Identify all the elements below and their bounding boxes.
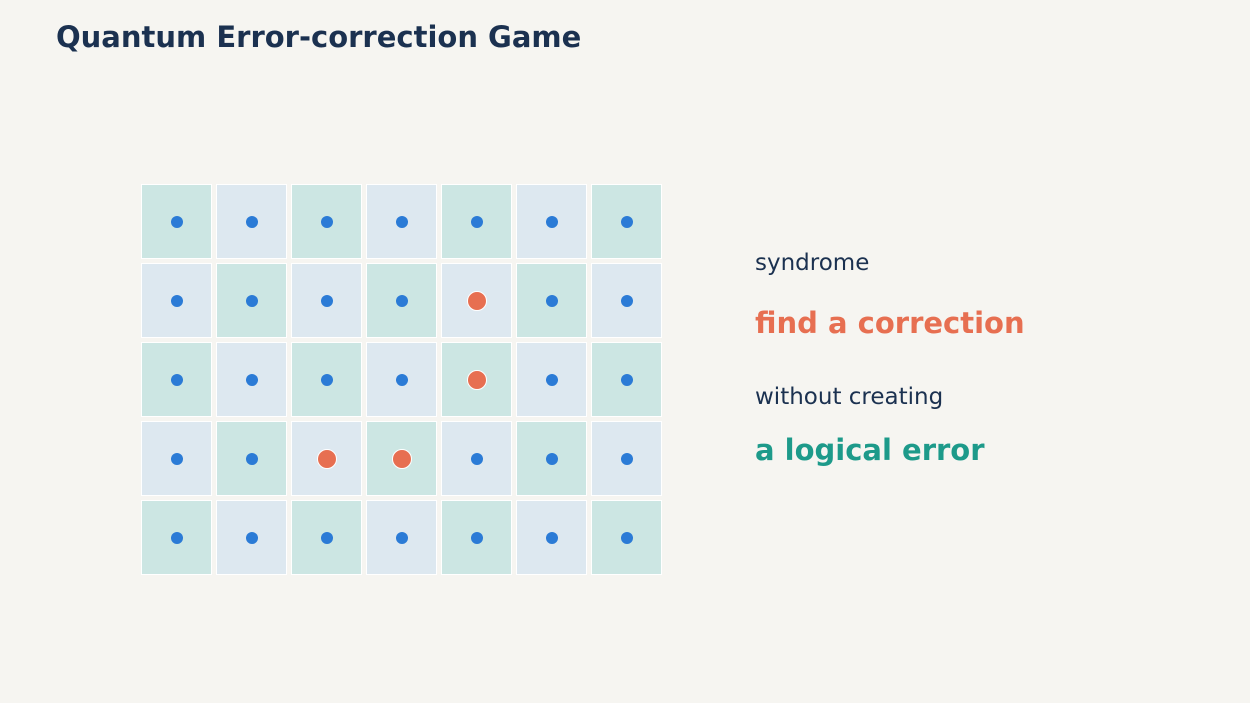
qubit-marker xyxy=(170,215,183,228)
syndrome-label: syndrome xyxy=(755,250,870,276)
grid-cell[interactable] xyxy=(441,263,512,338)
qubit-marker xyxy=(470,531,483,544)
qubit-marker xyxy=(320,373,333,386)
qubit-marker xyxy=(170,531,183,544)
grid-cell[interactable] xyxy=(591,342,662,417)
grid-cell[interactable] xyxy=(441,342,512,417)
qubit-marker xyxy=(545,373,558,386)
qubit-marker xyxy=(545,452,558,465)
qubit-marker xyxy=(320,531,333,544)
grid-cell[interactable] xyxy=(441,500,512,575)
find-correction-label: find a correction xyxy=(755,306,1025,340)
qubit-marker xyxy=(620,373,633,386)
page-title: Quantum Error-correction Game xyxy=(56,20,582,54)
qubit-marker xyxy=(545,294,558,307)
grid-cell[interactable] xyxy=(291,184,362,259)
grid-cell[interactable] xyxy=(216,342,287,417)
grid-cell[interactable] xyxy=(366,263,437,338)
grid-cell[interactable] xyxy=(516,263,587,338)
qubit-marker xyxy=(395,215,408,228)
qubit-marker xyxy=(620,294,633,307)
grid-cell[interactable] xyxy=(141,500,212,575)
grid-cell[interactable] xyxy=(366,342,437,417)
qubit-marker xyxy=(170,294,183,307)
qubit-marker xyxy=(320,215,333,228)
grid-cell[interactable] xyxy=(141,184,212,259)
qubit-marker xyxy=(470,215,483,228)
qubit-marker xyxy=(320,294,333,307)
error-qubit-marker xyxy=(391,448,412,469)
grid-cell[interactable] xyxy=(216,500,287,575)
qubit-marker xyxy=(545,215,558,228)
grid-cell[interactable] xyxy=(291,421,362,496)
grid-cell[interactable] xyxy=(441,184,512,259)
grid-cell[interactable] xyxy=(366,184,437,259)
without-creating-label: without creating xyxy=(755,384,944,410)
grid-cell[interactable] xyxy=(141,342,212,417)
qubit-marker xyxy=(395,294,408,307)
grid-cell[interactable] xyxy=(216,184,287,259)
qubit-marker xyxy=(245,452,258,465)
qubit-marker xyxy=(170,373,183,386)
grid-cell[interactable] xyxy=(516,184,587,259)
qubit-marker xyxy=(245,373,258,386)
error-qubit-marker xyxy=(466,369,487,390)
grid-cell[interactable] xyxy=(141,263,212,338)
grid-cell[interactable] xyxy=(366,421,437,496)
grid-cell[interactable] xyxy=(516,421,587,496)
qubit-marker xyxy=(620,215,633,228)
qubit-marker xyxy=(245,531,258,544)
grid-cell[interactable] xyxy=(516,500,587,575)
qubit-marker xyxy=(470,452,483,465)
qubit-marker xyxy=(395,373,408,386)
grid-cell[interactable] xyxy=(441,421,512,496)
qubit-marker xyxy=(245,215,258,228)
grid-cell[interactable] xyxy=(141,421,212,496)
grid-cell[interactable] xyxy=(216,263,287,338)
logical-error-label: a logical error xyxy=(755,433,985,467)
grid-cell[interactable] xyxy=(591,184,662,259)
grid-cell[interactable] xyxy=(591,421,662,496)
grid-cell[interactable] xyxy=(516,342,587,417)
game-board xyxy=(141,184,662,575)
grid-cell[interactable] xyxy=(291,263,362,338)
error-qubit-marker xyxy=(316,448,337,469)
grid-cell[interactable] xyxy=(291,500,362,575)
qubit-marker xyxy=(170,452,183,465)
qubit-marker xyxy=(395,531,408,544)
grid-cell[interactable] xyxy=(366,500,437,575)
error-qubit-marker xyxy=(466,290,487,311)
grid-cell[interactable] xyxy=(591,500,662,575)
qubit-marker xyxy=(545,531,558,544)
grid-cell[interactable] xyxy=(216,421,287,496)
grid-cell[interactable] xyxy=(291,342,362,417)
qubit-marker xyxy=(620,531,633,544)
qubit-marker xyxy=(245,294,258,307)
grid-cell[interactable] xyxy=(591,263,662,338)
qubit-marker xyxy=(620,452,633,465)
